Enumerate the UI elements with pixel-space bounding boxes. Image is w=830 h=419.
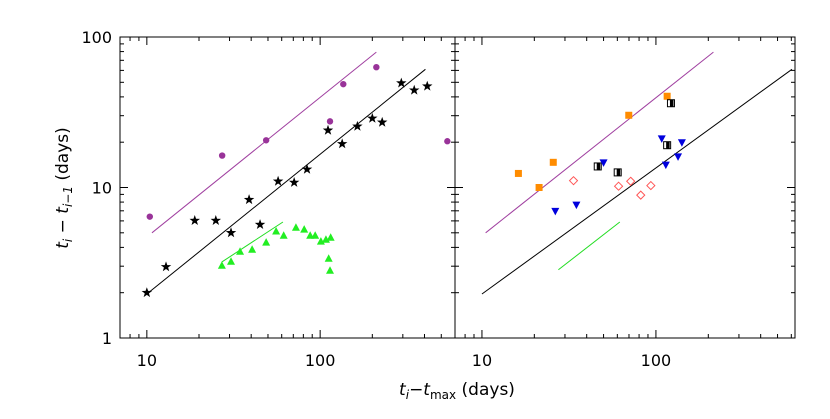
point [218, 152, 226, 159]
point [254, 219, 266, 230]
x-tick-label: 10 [137, 351, 157, 370]
point [227, 257, 236, 265]
point [551, 207, 560, 216]
point [408, 84, 420, 95]
point [367, 112, 378, 123]
point [422, 80, 433, 91]
point [225, 227, 237, 238]
point [243, 194, 255, 205]
point [373, 63, 380, 71]
point [301, 163, 313, 174]
point [141, 287, 153, 298]
point [376, 116, 388, 127]
fit-line [558, 221, 621, 271]
point [146, 213, 153, 220]
point [636, 190, 646, 200]
y-tick-label: 100 [81, 28, 112, 47]
point [272, 175, 284, 186]
point [666, 99, 675, 108]
y-tick-label: 1 [102, 329, 112, 348]
point [613, 181, 624, 191]
label-part: (days) [456, 380, 515, 400]
point [189, 215, 200, 226]
point-half [669, 99, 674, 107]
point [210, 215, 222, 226]
point-half [666, 141, 670, 149]
point [549, 158, 557, 166]
point [663, 141, 672, 150]
point [272, 227, 281, 235]
point [262, 238, 271, 246]
point [535, 184, 543, 191]
point [326, 266, 335, 274]
point [663, 92, 671, 100]
panel: 10 100 1 10 100 [81, 28, 456, 370]
point [613, 168, 622, 177]
point [160, 261, 172, 272]
point [236, 247, 245, 255]
x-tick-label: 100 [305, 351, 336, 370]
label-part: −t [409, 380, 431, 400]
point [217, 261, 226, 269]
fit-line [485, 51, 714, 234]
point [646, 180, 656, 191]
point [311, 231, 320, 239]
label-part: t [399, 380, 407, 400]
point-half [596, 162, 601, 170]
point-half [616, 168, 621, 176]
point [321, 235, 330, 243]
point [572, 201, 581, 210]
fit-line [146, 68, 426, 295]
y-axis-label: ti − ti−1 (days) [53, 127, 75, 249]
point [288, 176, 300, 187]
point [336, 138, 348, 149]
point [322, 124, 334, 135]
label-part: i−1 [61, 186, 75, 207]
point [300, 225, 309, 233]
x-tick-label: 100 [641, 351, 672, 370]
point [625, 111, 633, 119]
point [326, 118, 334, 125]
label-part: − t [53, 206, 73, 239]
point [316, 237, 325, 245]
point [661, 161, 670, 170]
point [248, 245, 257, 253]
point [262, 137, 270, 144]
label-part: (days) [53, 127, 73, 186]
fit-line [221, 221, 284, 263]
x-tick-label: 10 [472, 351, 492, 370]
point [352, 120, 363, 131]
x-axis-label: ti−tmax (days) [399, 380, 515, 402]
y-tick-label: 10 [92, 179, 112, 198]
label-part: max [430, 388, 456, 402]
point [279, 231, 288, 239]
panel: 10 100 [454, 36, 796, 370]
point [657, 135, 666, 143]
label-part: i [61, 238, 75, 242]
point [599, 159, 608, 167]
point [396, 77, 407, 88]
point [625, 176, 636, 186]
fit-line [481, 68, 793, 295]
point [444, 138, 451, 145]
point [291, 223, 300, 231]
point [326, 233, 335, 241]
label-part: t [53, 241, 73, 249]
point [324, 254, 333, 262]
point [514, 169, 522, 177]
point [340, 80, 347, 88]
plot-frame [454, 36, 796, 339]
label-part: i [406, 388, 410, 402]
point [677, 139, 686, 147]
point [568, 175, 579, 186]
point [674, 153, 683, 161]
point [593, 162, 602, 171]
